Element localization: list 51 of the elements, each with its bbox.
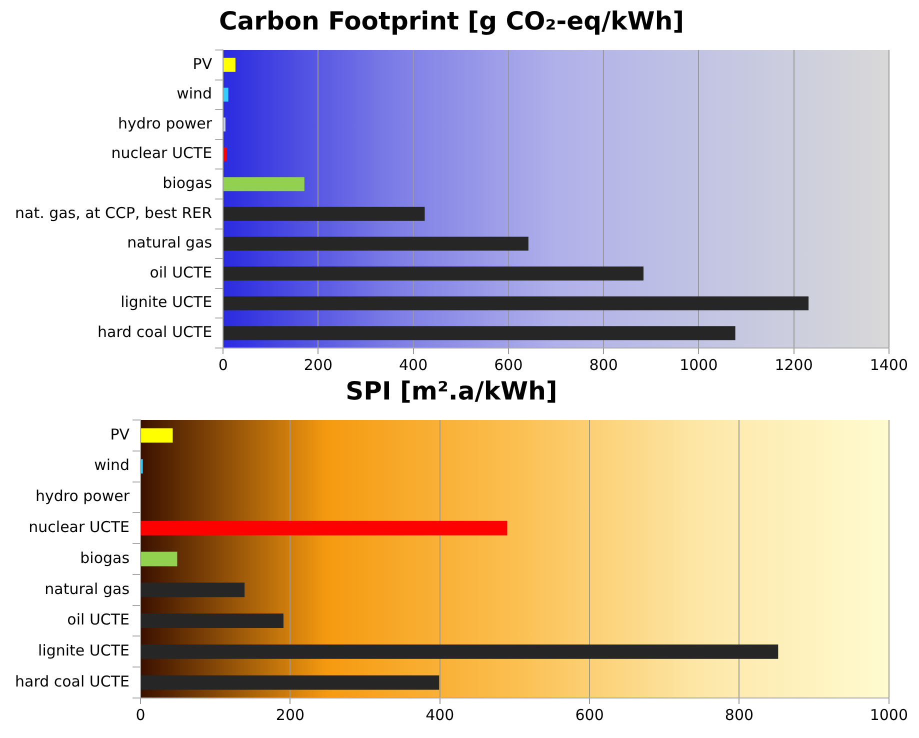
y-tick-label: hard coal UCTE (14, 672, 130, 690)
bar (224, 326, 736, 340)
bar (224, 88, 228, 102)
x-tick-label: 0 (136, 706, 146, 724)
bar (224, 147, 227, 162)
bar (141, 428, 173, 443)
bar (224, 206, 425, 221)
y-tick-label: nuclear UCTE (28, 518, 130, 536)
chart-title: Carbon Footprint [g CO₂-eq/kWh] (218, 6, 684, 36)
bar (224, 296, 809, 310)
y-tick-label: natural gas (44, 580, 130, 598)
bar (224, 177, 304, 192)
bar (141, 520, 508, 536)
y-tick-label: oil UCTE (67, 610, 130, 629)
y-tick-label: hydro power (35, 487, 130, 506)
y-tick-label: biogas (80, 548, 130, 567)
x-tick-label: 400 (426, 706, 454, 724)
bar (141, 552, 178, 566)
y-tick-label: nat. gas, at CCP, best RER (14, 204, 212, 222)
x-tick-label: 200 (276, 706, 305, 724)
x-tick-label: 400 (399, 356, 428, 374)
x-tick-label: 800 (724, 706, 754, 724)
x-tick-label: 0 (218, 356, 228, 374)
x-tick-label: 1000 (870, 706, 908, 724)
bar (141, 614, 284, 628)
x-tick-label: 600 (575, 706, 604, 724)
bar (224, 58, 236, 72)
x-tick-label: 1400 (870, 356, 908, 374)
bar (141, 644, 778, 659)
bar (141, 675, 440, 690)
x-tick-label: 200 (304, 356, 333, 374)
x-tick-label: 1200 (774, 356, 813, 374)
y-tick-label: PV (110, 425, 130, 444)
y-tick-label: biogas (162, 174, 212, 192)
y-tick-label: PV (192, 54, 213, 73)
bar (224, 236, 528, 251)
y-tick-label: hard coal UCTE (98, 322, 212, 341)
x-tick-label: 600 (494, 356, 523, 374)
chart-title: SPI [m².a/kWh] (346, 376, 558, 406)
bar (224, 266, 644, 280)
y-tick-label: lignite UCTE (38, 642, 130, 660)
y-tick-label: wind (176, 84, 212, 103)
y-tick-label: natural gas (127, 234, 212, 252)
y-tick-label: lignite UCTE (120, 293, 212, 312)
x-tick-label: 1000 (680, 356, 718, 374)
y-tick-label: nuclear UCTE (111, 144, 212, 162)
x-tick-label: 800 (589, 356, 618, 374)
y-tick-label: wind (94, 456, 130, 474)
y-tick-label: oil UCTE (150, 263, 212, 282)
bar (141, 582, 245, 598)
y-tick-label: hydro power (118, 114, 213, 132)
